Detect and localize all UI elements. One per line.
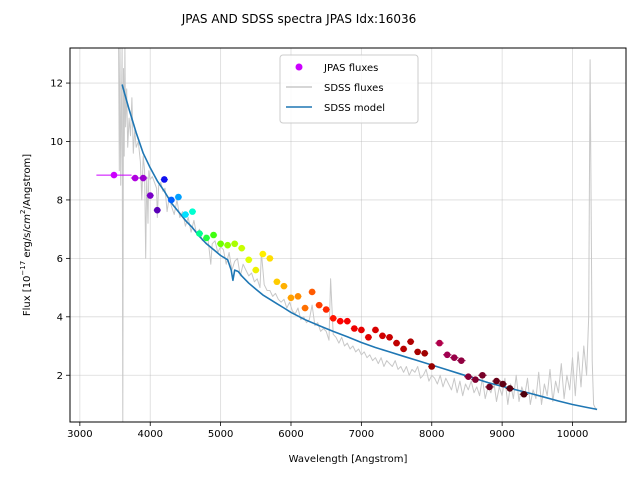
- legend-sdss-model-label: SDSS model: [324, 103, 385, 114]
- legend: JPAS fluxes SDSS fluxes SDSS model: [279, 54, 419, 124]
- y-tick-label: 6: [57, 254, 63, 265]
- jpas-point: [203, 234, 210, 242]
- jpas-point: [189, 208, 196, 215]
- x-tick-label: 3000: [67, 429, 92, 440]
- x-tick-label: 7000: [349, 429, 374, 440]
- y-tick-label: 10: [50, 137, 63, 148]
- legend-frame: [279, 54, 419, 124]
- jpas-point: [146, 192, 154, 199]
- jpas-point: [322, 306, 330, 313]
- jpas-point: [407, 338, 414, 345]
- jpas-point: [329, 314, 337, 322]
- x-tick-label: 8000: [419, 429, 444, 440]
- jpas-point: [280, 282, 288, 290]
- sdss-model-line: [121, 84, 598, 411]
- jpas-point: [365, 333, 372, 341]
- y-label-cm: cm: [22, 214, 33, 229]
- jpas-point: [499, 380, 507, 388]
- jpas-point: [506, 385, 514, 392]
- jpas-point: [486, 383, 493, 391]
- jpas-point: [131, 174, 139, 182]
- jpas-point: [400, 345, 407, 353]
- jpas-point: [520, 390, 528, 398]
- jpas-point: [436, 339, 443, 347]
- y-label-sup2: 2: [19, 210, 27, 214]
- jpas-point: [308, 288, 316, 296]
- jpas-point: [414, 348, 421, 356]
- jpas-point: [379, 332, 386, 340]
- y-axis-label: Flux [10−17 erg/s/cm2/Angstrom]: [19, 154, 33, 316]
- x-tick-label: 6000: [278, 429, 303, 440]
- y-tick-label: 4: [57, 312, 63, 323]
- x-tick-label: 9000: [489, 429, 514, 440]
- jpas-point: [343, 317, 351, 325]
- x-tick-label: 5000: [208, 429, 233, 440]
- x-axis-label: Wavelength [Angstrom]: [289, 454, 408, 465]
- y-label-mid: erg/s/: [22, 229, 33, 261]
- jpas-point: [472, 376, 479, 383]
- y-label-pre: Flux [10: [22, 276, 33, 317]
- jpas-point: [358, 326, 365, 334]
- jpas-point: [493, 377, 500, 385]
- jpas-point: [372, 326, 379, 334]
- jpas-point: [175, 193, 182, 201]
- jpas-point: [294, 293, 302, 300]
- y-tick-label: 12: [50, 79, 63, 90]
- jpas-point: [266, 255, 274, 262]
- jpas-point: [139, 174, 147, 182]
- jpas-point: [231, 240, 238, 248]
- chart-title: JPAS AND SDSS spectra JPAS Idx:16036: [181, 12, 417, 26]
- jpas-point: [315, 301, 323, 309]
- jpas-point: [182, 211, 189, 218]
- jpas-point: [465, 373, 472, 381]
- jpas-point: [217, 240, 224, 248]
- jpas-point: [110, 171, 118, 179]
- jpas-point: [168, 196, 175, 204]
- legend-jpas-marker: [295, 63, 303, 71]
- jpas-point: [443, 351, 451, 359]
- jpas-point: [245, 256, 253, 264]
- y-tick-label: 2: [57, 371, 63, 382]
- jpas-point: [161, 176, 168, 183]
- jpas-point: [301, 304, 309, 312]
- sdss-model-series: [121, 84, 598, 411]
- y-tick-label: 8: [57, 195, 63, 206]
- jpas-point: [259, 250, 267, 258]
- jpas-point: [421, 350, 429, 357]
- jpas-point: [224, 241, 231, 249]
- jpas-point: [196, 230, 203, 237]
- jpas-point: [386, 333, 393, 341]
- jpas-flux-series: [96, 171, 529, 398]
- y-label-post: /Angstrom]: [22, 154, 33, 210]
- jpas-point: [393, 339, 400, 347]
- jpas-point: [210, 231, 217, 239]
- jpas-point: [153, 206, 161, 214]
- legend-sdss-flux-label: SDSS fluxes: [324, 83, 384, 94]
- x-tick-label: 10000: [557, 429, 589, 440]
- x-tick-label: 4000: [138, 429, 163, 440]
- jpas-point: [351, 325, 358, 332]
- jpas-point: [273, 278, 281, 286]
- jpas-point: [458, 357, 465, 364]
- jpas-point: [287, 294, 295, 302]
- jpas-point: [428, 363, 436, 370]
- jpas-point: [238, 244, 246, 252]
- legend-jpas-label: JPAS fluxes: [323, 63, 378, 74]
- x-axis: 3000 4000 5000 6000 7000 8000 9000 10000: [67, 422, 588, 440]
- axes-frame: [69, 47, 627, 423]
- jpas-point: [479, 371, 486, 379]
- jpas-point: [252, 266, 260, 274]
- jpas-point: [450, 354, 458, 362]
- jpas-point: [336, 317, 344, 325]
- y-axis: 2 4 6 8 10 12: [50, 79, 70, 382]
- y-label-sup1: −17: [19, 261, 27, 276]
